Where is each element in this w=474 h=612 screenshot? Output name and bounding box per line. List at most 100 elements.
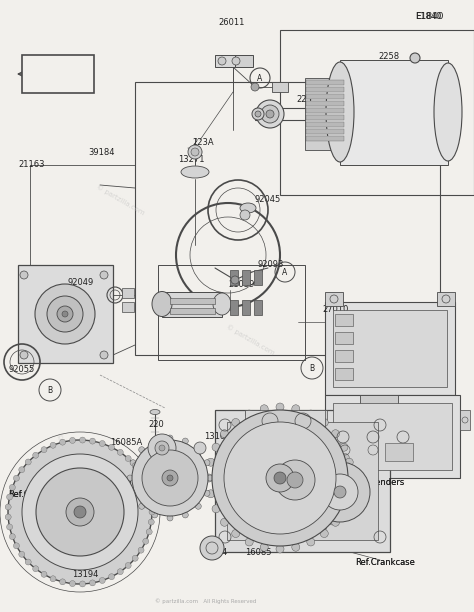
Circle shape	[19, 551, 25, 558]
Circle shape	[256, 100, 284, 128]
Circle shape	[274, 528, 282, 536]
Bar	[215, 410, 390, 552]
Circle shape	[232, 419, 240, 427]
Circle shape	[410, 53, 420, 63]
Bar	[306, 87, 344, 92]
Circle shape	[260, 405, 268, 412]
Text: B: B	[47, 386, 53, 395]
Circle shape	[276, 403, 284, 411]
Text: 92154: 92154	[202, 548, 228, 557]
Circle shape	[33, 452, 39, 458]
Circle shape	[308, 528, 316, 536]
Circle shape	[246, 444, 255, 452]
Text: A: A	[257, 73, 263, 83]
Bar	[360, 395, 398, 411]
Bar	[272, 82, 288, 92]
Circle shape	[254, 435, 262, 443]
Circle shape	[310, 462, 370, 522]
Circle shape	[237, 487, 245, 496]
Bar	[227, 422, 378, 540]
Circle shape	[212, 443, 220, 451]
Circle shape	[341, 453, 349, 461]
Circle shape	[331, 430, 339, 438]
Circle shape	[207, 458, 215, 466]
Circle shape	[143, 480, 149, 486]
Circle shape	[100, 271, 108, 279]
Circle shape	[70, 581, 75, 587]
Circle shape	[195, 503, 201, 509]
Circle shape	[0, 432, 160, 592]
Circle shape	[308, 424, 316, 431]
Text: Ref.Crankcase: Ref.Crankcase	[355, 558, 415, 567]
Circle shape	[232, 529, 240, 537]
Circle shape	[200, 536, 224, 560]
Circle shape	[70, 438, 75, 444]
Circle shape	[159, 445, 165, 451]
Bar	[325, 395, 460, 478]
Circle shape	[5, 514, 11, 520]
Circle shape	[167, 435, 173, 441]
Text: 39076: 39076	[105, 478, 132, 487]
Circle shape	[254, 517, 262, 525]
Circle shape	[148, 519, 155, 525]
Circle shape	[205, 474, 213, 482]
Text: 13107: 13107	[204, 432, 230, 441]
Circle shape	[57, 306, 73, 322]
Circle shape	[127, 475, 133, 481]
Text: 16085A: 16085A	[110, 438, 142, 447]
Circle shape	[138, 471, 144, 477]
Bar	[333, 310, 447, 387]
Text: Ref.Crankcase: Ref.Crankcase	[355, 558, 415, 567]
Text: 220: 220	[148, 420, 164, 429]
Circle shape	[220, 430, 228, 438]
Circle shape	[148, 499, 155, 505]
Bar	[333, 403, 452, 470]
Bar	[317, 410, 327, 430]
Circle shape	[25, 559, 31, 565]
Bar	[242, 270, 250, 285]
Circle shape	[276, 545, 284, 553]
Circle shape	[292, 405, 300, 412]
Circle shape	[297, 421, 305, 429]
Circle shape	[22, 454, 138, 570]
Circle shape	[307, 538, 315, 546]
Circle shape	[204, 490, 210, 496]
Circle shape	[117, 569, 123, 575]
Circle shape	[146, 489, 152, 495]
Text: 92093: 92093	[258, 260, 284, 269]
Circle shape	[66, 498, 94, 526]
Bar	[306, 108, 344, 113]
Circle shape	[155, 441, 169, 455]
Circle shape	[142, 450, 198, 506]
Bar	[230, 270, 238, 285]
Text: Ref.Generator: Ref.Generator	[8, 490, 67, 499]
Bar	[122, 302, 134, 312]
Text: 2258: 2258	[378, 52, 399, 61]
Bar	[245, 410, 325, 432]
Circle shape	[99, 578, 105, 583]
Circle shape	[74, 506, 86, 518]
Circle shape	[7, 494, 13, 500]
Circle shape	[194, 442, 206, 454]
Circle shape	[274, 472, 286, 484]
Circle shape	[212, 410, 348, 546]
Text: E1840: E1840	[415, 12, 444, 21]
Text: 223: 223	[296, 95, 312, 104]
Circle shape	[152, 512, 158, 518]
Text: FRONT: FRONT	[39, 69, 77, 79]
Ellipse shape	[150, 409, 160, 414]
Circle shape	[36, 468, 124, 556]
Circle shape	[50, 576, 56, 582]
Circle shape	[319, 524, 327, 532]
Text: © partzilla.com: © partzilla.com	[55, 433, 105, 466]
Bar	[306, 129, 344, 134]
Circle shape	[80, 581, 85, 587]
Bar	[242, 300, 250, 315]
Bar	[18, 265, 113, 363]
Circle shape	[297, 531, 305, 539]
Bar	[335, 368, 353, 380]
Circle shape	[334, 486, 346, 498]
Circle shape	[182, 438, 188, 444]
Bar	[325, 292, 343, 306]
Circle shape	[260, 543, 268, 551]
